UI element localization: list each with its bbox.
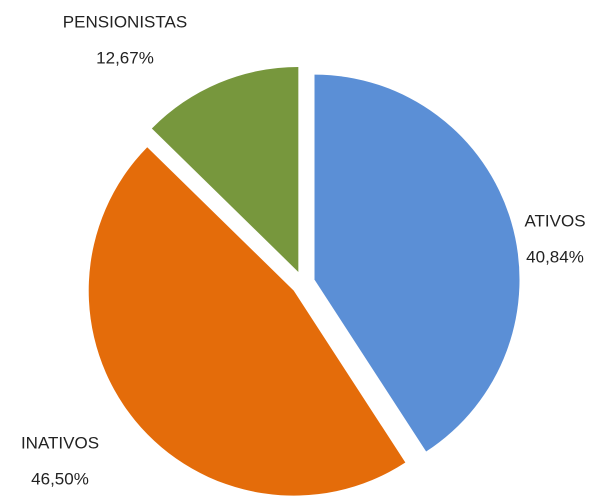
slice-label: ATIVOS — [524, 211, 585, 230]
pie-slice — [151, 66, 299, 272]
slice-value-label: 40,84% — [526, 247, 584, 266]
pie-slice — [88, 147, 406, 496]
slice-label: PENSIONISTAS — [63, 12, 187, 31]
slice-label: INATIVOS — [21, 433, 99, 452]
slice-value-label: 12,67% — [96, 48, 154, 67]
slice-value-label: 46,50% — [31, 469, 89, 488]
pie-slice — [314, 74, 520, 452]
